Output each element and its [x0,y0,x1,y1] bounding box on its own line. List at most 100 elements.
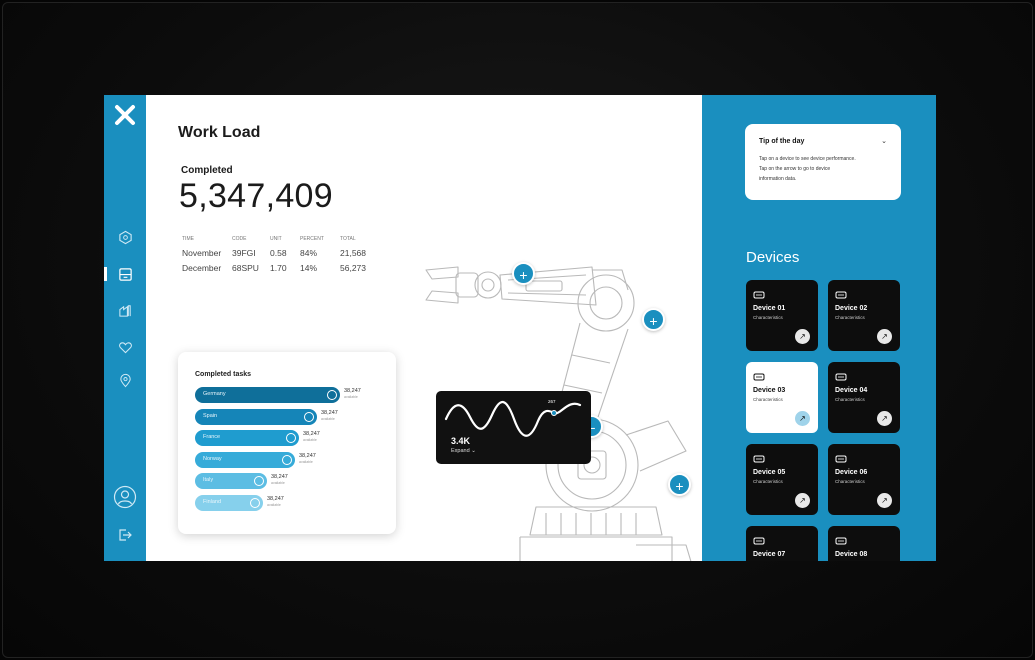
close-icon[interactable] [113,103,137,127]
col-header: TIME [182,236,194,242]
task-progress-bar: Norway [195,451,295,468]
task-label: Italy [203,477,214,483]
task-knob[interactable] [304,411,314,422]
wave-peak-label: 267 [548,399,556,404]
arrow-up-right-icon[interactable]: ↗ [877,329,892,344]
hotspot-plus-button[interactable]: + [642,308,665,331]
device-card[interactable]: Device 08Characteristics↗ [828,526,900,561]
hotspot-plus-button[interactable]: + [668,473,691,496]
tasks-title: Completed tasks [195,371,252,378]
nav-item-favorites[interactable] [104,336,146,358]
main-content: Work Load Completed 5,347,409 TIME CODE … [146,95,702,561]
task-sub: available [299,459,313,464]
task-progress-bar: Finland [195,494,263,511]
arrow-up-right-icon[interactable]: ↗ [877,493,892,508]
device-name: Device 02 [835,305,868,312]
chevron-down-icon: ⌄ [471,448,476,454]
device-icon [835,452,847,464]
location-icon [119,373,131,387]
tip-line: information data. [759,176,797,182]
device-icon [835,288,847,300]
app-screen: Work Load Completed 5,347,409 TIME CODE … [104,95,936,561]
table-cell: 14% [300,263,318,273]
device-name: Device 03 [753,387,786,394]
device-icon [753,452,765,464]
nav-item-dashboard[interactable] [104,263,146,285]
hotspot-plus-button[interactable]: + [512,262,535,285]
device-name: Device 05 [753,469,786,476]
chevron-down-icon[interactable]: ⌄ [881,138,887,145]
task-knob[interactable] [286,433,296,443]
table-row: November 39FGI 0.58 84% 21,568 [182,248,370,263]
arrow-up-right-icon[interactable]: ↗ [795,493,810,508]
dashboard-icon [118,267,132,281]
device-card[interactable]: Device 06 Characteristics ↗ [828,444,900,515]
col-header: TOTAL [340,236,356,242]
task-label: Norway [203,455,222,462]
task-sub: available [271,481,285,485]
task-knob[interactable] [327,390,337,400]
device-name: Device 04 [835,387,868,394]
task-progress-bar: France [195,430,299,446]
device-characteristics: Characteristics [835,315,865,320]
nav-item-location[interactable] [104,369,146,391]
device-name: Device 01 [753,305,786,312]
task-label: France [203,434,221,440]
device-card[interactable]: Device 05 Characteristics ↗ [746,444,818,515]
col-header: CODE [232,236,247,242]
table-cell: 1.70 [270,263,287,273]
device-card[interactable]: Device 03 Characteristics ↗ [746,362,818,433]
task-knob[interactable] [282,454,292,465]
tip-card[interactable]: Tip of the day ⌄ Tap on a device to see … [745,124,901,200]
waveform-card[interactable]: 267 3.4K Expand ⌄ [436,391,591,464]
device-name: Device 07 [753,551,786,558]
task-value: 38,247 [267,495,284,502]
nav-item-factory[interactable] [104,299,146,321]
arrow-up-right-icon[interactable]: ↗ [877,411,892,426]
logout-icon[interactable] [117,527,133,543]
device-characteristics: Characteristics [753,479,783,484]
task-sub: available [303,438,317,442]
expand-label: Expand [451,448,470,454]
table-cell: 56,273 [340,263,366,273]
device-icon [753,534,765,546]
task-value: 38,247 [303,431,320,437]
task-sub: available [267,502,281,507]
device-card[interactable]: Device 01 Characteristics ↗ [746,280,818,351]
col-header: PERCENT [300,236,324,242]
stats-header-row: TIME CODE UNIT PERCENT TOTAL [182,236,370,248]
active-indicator [104,267,107,281]
col-header: UNIT [270,236,282,242]
completed-label: Completed [181,165,233,176]
hexagon-icon [118,230,132,244]
device-icon [835,370,847,382]
table-cell: 0.58 [270,248,287,258]
table-cell: November [182,248,222,258]
table-cell: 84% [300,248,318,258]
task-value: 38,247 [344,388,361,394]
task-label: Finland [203,498,222,505]
arrow-up-right-icon[interactable]: ↗ [795,411,810,426]
tip-line: Tap on the arrow to go to device [759,166,831,172]
page-title: Work Load [178,124,261,141]
nav-item-overview[interactable] [104,226,146,248]
device-card[interactable]: Device 02 Characteristics ↗ [828,280,900,351]
table-cell: 68SPU [232,263,259,273]
task-sub: available [344,395,358,399]
task-knob[interactable] [254,476,264,486]
task-progress-bar: Spain [195,408,317,425]
task-label: Germany [203,391,226,397]
completed-value: 5,347,409 [179,177,333,215]
side-navigation [104,95,146,561]
device-card[interactable]: Device 07Characteristics↗ [746,526,818,561]
robot-arm-illustration [425,266,692,561]
device-icon [835,534,847,546]
device-characteristics: Characteristics [753,315,783,320]
arrow-up-right-icon[interactable]: ↗ [795,329,810,344]
user-avatar-icon[interactable] [113,485,137,509]
devices-panel: Tip of the day ⌄ Tap on a device to see … [702,95,936,561]
expand-toggle[interactable]: Expand ⌄ [451,448,476,454]
devices-title: Devices [746,249,800,266]
device-card[interactable]: Device 04 Characteristics ↗ [828,362,900,433]
task-knob[interactable] [250,497,260,508]
